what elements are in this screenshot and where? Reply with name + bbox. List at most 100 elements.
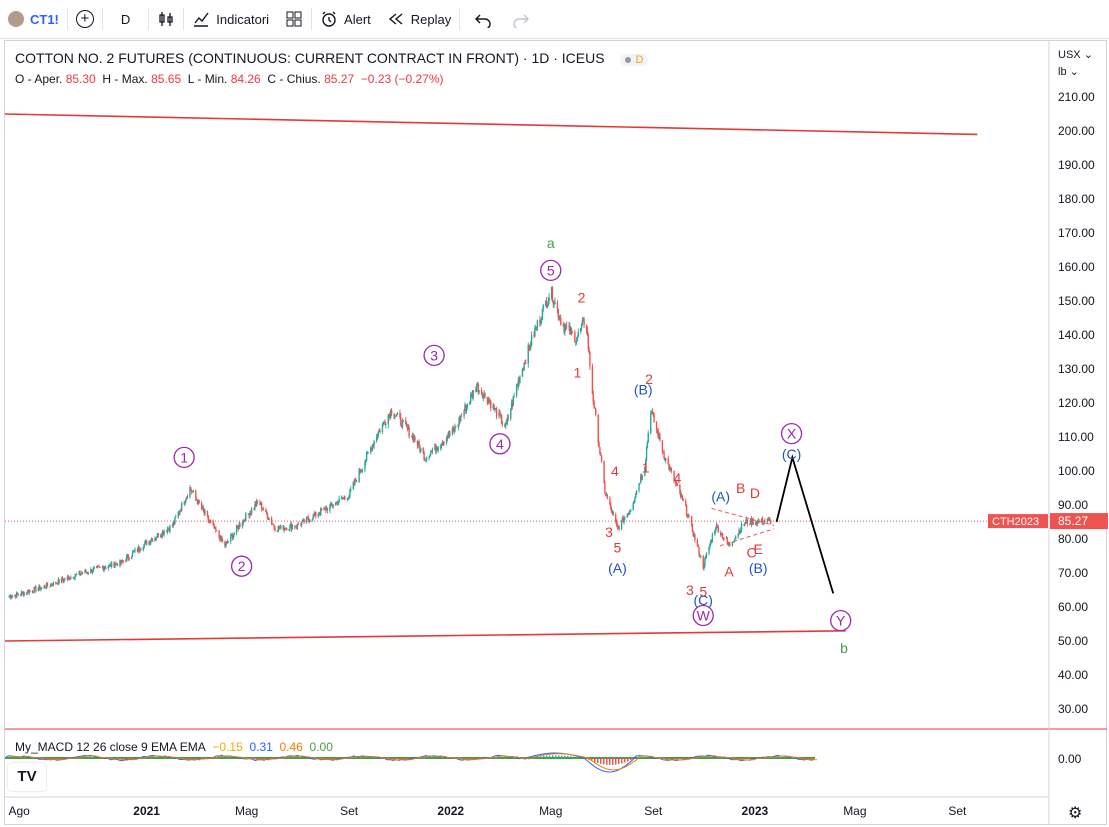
candle-body <box>360 469 363 472</box>
candle-body <box>367 452 369 454</box>
candle-body <box>385 424 387 426</box>
symbol-search[interactable]: CT1! <box>0 0 67 38</box>
candle-body <box>195 490 197 499</box>
time-tick-label: Set <box>340 804 359 818</box>
unit-select[interactable]: lb ⌄ <box>1058 64 1093 81</box>
macd-histogram-bar <box>12 757 14 758</box>
macd-legend[interactable]: My_MACD 12 26 close 9 EMA EMA −0.15 0.31… <box>15 740 333 754</box>
wave-circle-label: W <box>697 608 711 624</box>
candle-body <box>314 511 316 516</box>
candle-body <box>253 508 255 510</box>
candle-body <box>180 503 183 511</box>
candle-body <box>215 530 218 532</box>
macd-histogram-bar <box>750 758 752 760</box>
candle-body <box>725 538 728 540</box>
candle-body <box>373 440 375 446</box>
candle-body <box>413 437 415 442</box>
candle-body <box>704 558 706 566</box>
candle-body <box>27 590 30 594</box>
price-tick-label: 150.00 <box>1058 294 1095 308</box>
candle-body <box>15 595 17 598</box>
candle-body <box>460 416 463 417</box>
compare-button[interactable]: + <box>68 0 102 38</box>
candle-body <box>523 362 525 370</box>
candle-body <box>353 482 355 485</box>
candle-body <box>568 326 570 327</box>
candle-body <box>752 519 754 525</box>
macd-histogram-bar <box>147 757 149 758</box>
macd-histogram-bar <box>291 756 293 758</box>
replay-button[interactable]: Replay <box>379 0 459 38</box>
candle-body <box>652 412 654 414</box>
macd-histogram-bar <box>501 756 503 758</box>
macd-histogram-bar <box>9 756 11 758</box>
candle-body <box>90 569 92 573</box>
candle-body <box>122 560 125 562</box>
candle-body <box>91 571 94 573</box>
tradingview-logo[interactable]: TV <box>8 763 46 791</box>
macd-histogram-bar <box>564 755 566 758</box>
chart-type-button[interactable] <box>149 0 183 38</box>
macd-histogram-bar <box>84 756 86 758</box>
macd-value-4: 0.00 <box>309 740 333 754</box>
candle-body <box>670 467 672 470</box>
candle-body <box>708 547 710 554</box>
macd-histogram-bar <box>642 756 644 758</box>
candle-body <box>289 525 291 530</box>
candle-body <box>489 401 491 403</box>
candle-body <box>756 521 759 525</box>
trendline[interactable] <box>4 630 846 642</box>
candle-body <box>562 324 564 326</box>
candle-body <box>470 393 473 395</box>
trendline[interactable] <box>4 113 978 136</box>
wave-label-red: E <box>754 541 763 557</box>
candle-body <box>231 534 234 539</box>
symbol-tag-label: CTH2023 <box>992 516 1039 528</box>
triangle-upper-line <box>711 507 775 526</box>
candle-body <box>705 553 708 557</box>
indicators-button[interactable]: Indicatori <box>184 0 277 38</box>
candle-body <box>215 526 217 531</box>
candle-body <box>630 510 632 512</box>
candle-body <box>570 328 572 335</box>
interval-button[interactable]: D <box>103 0 148 38</box>
candle-body <box>615 521 618 525</box>
candle-body <box>522 369 524 371</box>
candle-body <box>475 386 478 392</box>
candle-body <box>655 421 658 430</box>
projection-path[interactable] <box>775 453 835 594</box>
wave-circle-label: 3 <box>430 347 438 363</box>
candle-body <box>556 302 559 309</box>
candle-body <box>273 524 275 528</box>
layouts-button[interactable] <box>277 0 311 38</box>
macd-histogram-bar <box>735 758 737 759</box>
candle-body <box>92 568 95 572</box>
redo-button[interactable] <box>506 0 536 38</box>
candle-body <box>241 523 244 527</box>
candle-body <box>127 555 130 559</box>
macd-histogram-bar <box>93 756 95 758</box>
candle-body <box>490 401 492 409</box>
macd-value-2: 0.31 <box>249 740 273 754</box>
candle-body <box>200 503 203 509</box>
wave-label-red: D <box>750 485 760 501</box>
candle-body <box>50 584 52 587</box>
candle-body <box>101 567 104 569</box>
top-toolbar: CT1! + D Indicatori Alert Replay <box>0 0 1109 39</box>
currency-select[interactable]: USX ⌄ <box>1058 47 1093 64</box>
gear-icon[interactable]: ⚙ <box>1068 805 1083 822</box>
price-tick-label: 140.00 <box>1058 328 1095 342</box>
interval-badge[interactable]: D <box>620 54 649 66</box>
candle-body <box>161 531 164 536</box>
candle-body <box>481 394 484 398</box>
candle-body <box>81 573 84 574</box>
candle-body <box>98 566 100 568</box>
candle-body <box>75 574 77 576</box>
alert-button[interactable]: Alert <box>312 0 379 38</box>
undo-button[interactable] <box>460 0 506 38</box>
candle-body <box>218 530 220 538</box>
candle-body <box>160 535 162 538</box>
candle-body <box>67 576 70 578</box>
candle-body <box>145 540 147 542</box>
